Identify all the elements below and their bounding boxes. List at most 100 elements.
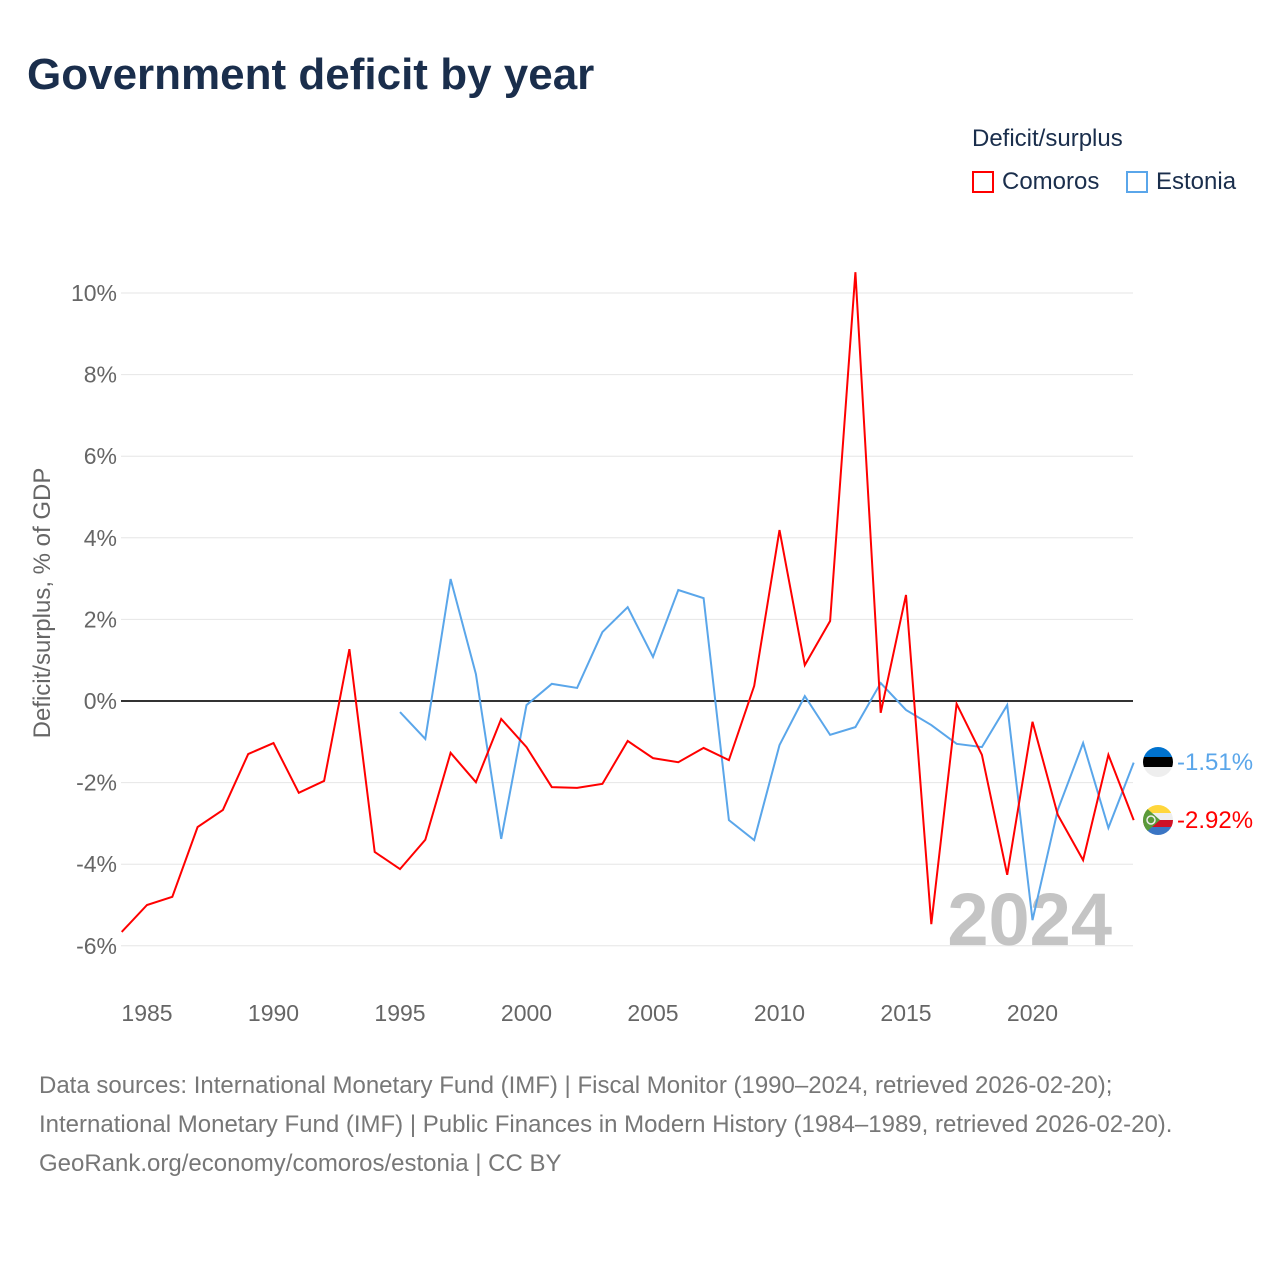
y-tick-label: 8%: [84, 362, 117, 388]
data-point-estonia[interactable]: [599, 629, 605, 635]
data-point-estonia[interactable]: [726, 817, 732, 823]
data-point-comoros[interactable]: [195, 824, 201, 830]
data-point-estonia[interactable]: [473, 671, 479, 677]
data-point-comoros[interactable]: [650, 755, 656, 761]
data-point-comoros[interactable]: [777, 527, 783, 533]
legend-title: Deficit/surplus: [972, 125, 1123, 152]
estonia-end-label: -1.51%: [1177, 749, 1253, 776]
data-point-comoros[interactable]: [903, 592, 909, 598]
data-point-estonia[interactable]: [448, 576, 454, 582]
data-point-comoros[interactable]: [498, 716, 504, 722]
y-tick-label: 4%: [84, 525, 117, 551]
data-point-estonia[interactable]: [1131, 760, 1137, 766]
y-tick-label: -6%: [76, 933, 117, 959]
data-point-estonia[interactable]: [397, 709, 403, 715]
data-point-estonia[interactable]: [827, 732, 833, 738]
data-point-comoros[interactable]: [701, 745, 707, 751]
data-point-comoros[interactable]: [473, 779, 479, 785]
data-point-comoros[interactable]: [220, 807, 226, 813]
data-point-comoros[interactable]: [802, 662, 808, 668]
data-point-comoros[interactable]: [1055, 812, 1061, 818]
data-point-estonia[interactable]: [701, 595, 707, 601]
data-point-estonia[interactable]: [625, 604, 631, 610]
y-tick-label: 0%: [84, 688, 117, 714]
x-tick-label: 1990: [248, 1000, 299, 1026]
chart-title: Government deficit by year: [27, 50, 595, 99]
data-point-comoros[interactable]: [448, 750, 454, 756]
y-tick-label: 6%: [84, 443, 117, 469]
series-line-comoros: [120, 272, 1135, 933]
data-point-comoros[interactable]: [372, 849, 378, 855]
data-point-estonia[interactable]: [524, 702, 530, 708]
data-point-estonia[interactable]: [903, 707, 909, 713]
data-point-estonia[interactable]: [675, 587, 681, 593]
x-tick-label: 1985: [121, 1000, 172, 1026]
data-point-estonia[interactable]: [650, 654, 656, 660]
data-point-estonia[interactable]: [751, 837, 757, 843]
x-tick-label: 2020: [1007, 1000, 1058, 1026]
x-tick-label: 2015: [880, 1000, 931, 1026]
x-tick-label: 2010: [754, 1000, 805, 1026]
data-point-comoros[interactable]: [878, 710, 884, 716]
data-point-comoros[interactable]: [1131, 817, 1137, 823]
y-tick-label: -2%: [76, 770, 117, 796]
x-tick-label: 1995: [374, 1000, 425, 1026]
data-point-comoros[interactable]: [574, 785, 580, 791]
data-point-comoros[interactable]: [422, 837, 428, 843]
data-point-estonia[interactable]: [1105, 825, 1111, 831]
data-point-estonia[interactable]: [1004, 702, 1010, 708]
y-tick-label: 10%: [71, 280, 117, 306]
data-point-comoros[interactable]: [549, 784, 555, 790]
data-point-estonia[interactable]: [1030, 917, 1036, 923]
data-point-comoros[interactable]: [321, 778, 327, 784]
data-point-estonia[interactable]: [928, 722, 934, 728]
data-point-comoros[interactable]: [852, 269, 858, 275]
data-point-comoros[interactable]: [928, 921, 934, 927]
data-point-comoros[interactable]: [271, 740, 277, 746]
data-point-comoros[interactable]: [397, 866, 403, 872]
data-point-estonia[interactable]: [422, 736, 428, 742]
legend-label: Comoros: [1002, 168, 1100, 195]
data-point-comoros[interactable]: [726, 757, 732, 763]
data-point-comoros[interactable]: [625, 738, 631, 744]
data-point-estonia[interactable]: [802, 693, 808, 699]
legend-label: Estonia: [1156, 168, 1237, 195]
data-point-comoros[interactable]: [119, 929, 125, 935]
y-axis-label: Deficit/surplus, % of GDP: [29, 468, 56, 739]
data-point-comoros[interactable]: [599, 781, 605, 787]
data-point-comoros[interactable]: [296, 790, 302, 796]
y-tick-label: -4%: [76, 851, 117, 877]
data-point-comoros[interactable]: [827, 618, 833, 624]
data-point-estonia[interactable]: [1080, 740, 1086, 746]
data-point-comoros[interactable]: [1105, 752, 1111, 758]
data-point-comoros[interactable]: [1080, 857, 1086, 863]
legend-swatch-estonia: [1126, 171, 1148, 193]
data-sources: Data sources: International Monetary Fun…: [39, 1072, 1173, 1138]
series-line-estonia: [399, 578, 1135, 921]
data-point-comoros[interactable]: [169, 894, 175, 900]
data-point-estonia[interactable]: [954, 741, 960, 747]
data-point-comoros[interactable]: [144, 902, 150, 908]
data-point-estonia[interactable]: [574, 685, 580, 691]
data-point-comoros[interactable]: [979, 752, 985, 758]
credit-link[interactable]: GeoRank.org/economy/comoros/estonia | CC…: [39, 1150, 562, 1177]
data-point-comoros[interactable]: [954, 701, 960, 707]
data-point-comoros[interactable]: [245, 751, 251, 757]
data-point-comoros[interactable]: [1030, 719, 1036, 725]
data-point-estonia[interactable]: [777, 742, 783, 748]
legend-item-estonia[interactable]: Estonia: [1126, 168, 1236, 196]
comoros-flag-icon: [1143, 805, 1173, 835]
data-point-estonia[interactable]: [549, 681, 555, 687]
data-point-estonia[interactable]: [852, 724, 858, 730]
data-point-comoros[interactable]: [751, 683, 757, 689]
footer: Data sources: International Monetary Fun…: [39, 1066, 1239, 1183]
comoros-end-label: -2.92%: [1177, 807, 1253, 834]
legend-item-comoros[interactable]: Comoros: [972, 168, 1099, 196]
data-point-comoros[interactable]: [675, 759, 681, 765]
plot-area: Deficit/surplus, % of GDP -6% -4% -2% 0% 2% 4…: [29, 269, 1253, 1026]
data-point-comoros[interactable]: [1004, 872, 1010, 878]
data-point-comoros[interactable]: [524, 744, 530, 750]
data-point-estonia[interactable]: [498, 836, 504, 842]
data-point-comoros[interactable]: [346, 646, 352, 652]
estonia-flag-icon: [1143, 747, 1173, 777]
